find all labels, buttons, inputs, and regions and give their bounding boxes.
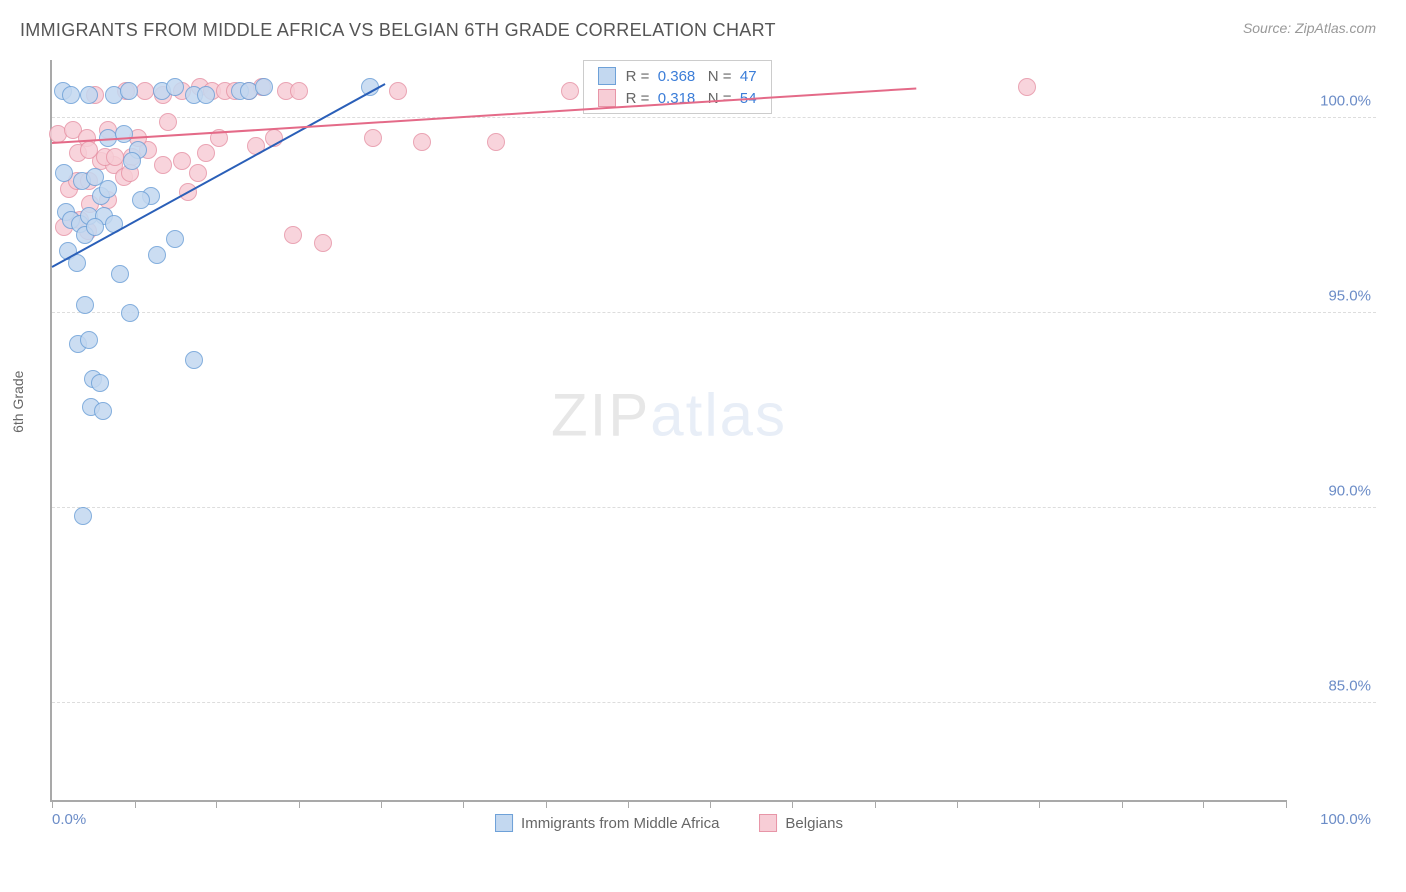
legend-swatch	[598, 89, 616, 107]
x-tick	[381, 800, 382, 808]
x-tick	[875, 800, 876, 808]
chart-container: 6th Grade ZIPatlas 85.0%90.0%95.0%100.0%…	[50, 60, 1376, 852]
scatter-point	[166, 230, 184, 248]
scatter-point	[80, 86, 98, 104]
scatter-point	[148, 246, 166, 264]
source-attribution: Source: ZipAtlas.com	[1243, 20, 1376, 36]
scatter-point	[74, 507, 92, 525]
gridline	[52, 702, 1376, 703]
scatter-point	[154, 156, 172, 174]
legend-swatch	[759, 814, 777, 832]
scatter-point	[413, 133, 431, 151]
scatter-point	[284, 226, 302, 244]
x-tick-label: 100.0%	[1320, 811, 1371, 828]
x-tick-label: 0.0%	[52, 811, 86, 828]
scatter-point	[94, 402, 112, 420]
legend-swatch	[598, 67, 616, 85]
legend-item: Belgians	[759, 814, 843, 832]
x-tick	[1122, 800, 1123, 808]
legend-row: R = 0.368 N = 47	[598, 67, 757, 85]
scatter-point	[132, 191, 150, 209]
x-tick	[628, 800, 629, 808]
x-tick	[1039, 800, 1040, 808]
legend-text: R = 0.368 N = 47	[626, 68, 757, 85]
x-tick	[1203, 800, 1204, 808]
x-tick	[546, 800, 547, 808]
x-tick	[1286, 800, 1287, 808]
scatter-point	[166, 78, 184, 96]
scatter-point	[80, 331, 98, 349]
y-tick-label: 85.0%	[1328, 677, 1371, 694]
scatter-point	[76, 296, 94, 314]
y-tick-label: 100.0%	[1320, 93, 1371, 110]
scatter-point	[99, 180, 117, 198]
scatter-point	[55, 164, 73, 182]
scatter-point	[91, 374, 109, 392]
x-tick	[299, 800, 300, 808]
scatter-point	[1018, 78, 1036, 96]
scatter-point	[62, 86, 80, 104]
x-tick	[216, 800, 217, 808]
plot-area: ZIPatlas 85.0%90.0%95.0%100.0%0.0%100.0%…	[50, 60, 1286, 802]
legend-item: Immigrants from Middle Africa	[495, 814, 719, 832]
scatter-point	[389, 82, 407, 100]
x-tick	[710, 800, 711, 808]
legend-label: Immigrants from Middle Africa	[521, 815, 719, 832]
legend-label: Belgians	[785, 815, 843, 832]
scatter-point	[106, 148, 124, 166]
y-axis-title: 6th Grade	[10, 371, 26, 433]
y-tick-label: 90.0%	[1328, 482, 1371, 499]
scatter-point	[290, 82, 308, 100]
scatter-point	[197, 144, 215, 162]
scatter-point	[173, 152, 191, 170]
chart-title: IMMIGRANTS FROM MIDDLE AFRICA VS BELGIAN…	[20, 20, 776, 41]
scatter-point	[185, 351, 203, 369]
scatter-point	[120, 82, 138, 100]
gridline	[52, 507, 1376, 508]
scatter-point	[123, 152, 141, 170]
scatter-point	[487, 133, 505, 151]
series-legend: Immigrants from Middle Africa Belgians	[495, 814, 843, 832]
x-tick	[135, 800, 136, 808]
gridline	[52, 117, 1376, 118]
y-tick-label: 95.0%	[1328, 288, 1371, 305]
watermark-zip: ZIP	[551, 382, 650, 449]
x-tick	[792, 800, 793, 808]
watermark: ZIPatlas	[551, 381, 787, 450]
scatter-point	[121, 304, 139, 322]
scatter-point	[115, 125, 133, 143]
x-tick	[52, 800, 53, 808]
legend-swatch	[495, 814, 513, 832]
scatter-point	[561, 82, 579, 100]
scatter-point	[111, 265, 129, 283]
gridline	[52, 312, 1376, 313]
scatter-point	[197, 86, 215, 104]
x-tick	[463, 800, 464, 808]
x-tick	[957, 800, 958, 808]
scatter-point	[255, 78, 273, 96]
scatter-point	[86, 218, 104, 236]
scatter-point	[314, 234, 332, 252]
scatter-point	[364, 129, 382, 147]
scatter-point	[159, 113, 177, 131]
scatter-point	[189, 164, 207, 182]
watermark-atlas: atlas	[650, 382, 787, 449]
scatter-point	[136, 82, 154, 100]
